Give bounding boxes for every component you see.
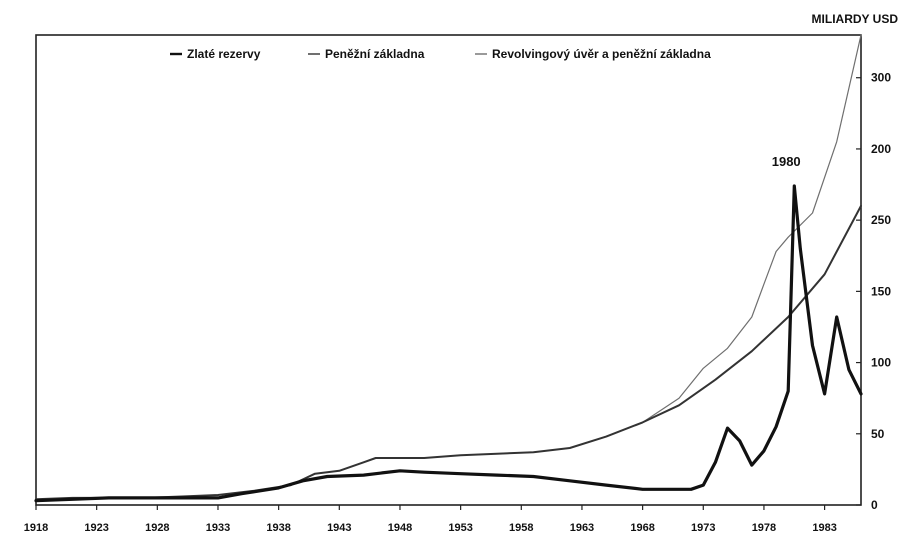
- y-tick-label: 0: [871, 498, 878, 512]
- plot-frame: [35, 34, 862, 506]
- y-tick-label: 150: [871, 284, 891, 298]
- x-tick-label: 1983: [812, 522, 836, 534]
- x-tick-label: 1938: [266, 522, 290, 534]
- x-tick-label: 1948: [388, 522, 412, 534]
- x-tick-label: 1963: [570, 522, 594, 534]
- x-tick-label: 1973: [691, 522, 715, 534]
- x-tick-label: 1978: [752, 522, 776, 534]
- x-tick-label: 1953: [448, 522, 472, 534]
- y-tick-label: 300: [871, 71, 891, 85]
- y-tick-label: 50: [871, 427, 885, 441]
- x-tick-label: 1968: [630, 522, 654, 534]
- legend-label: Peněžní základna: [325, 47, 425, 61]
- y-tick-label: 100: [871, 356, 891, 370]
- y-axis: 0 50 100 150 250 200 300: [856, 71, 891, 512]
- x-tick-label: 1928: [145, 522, 169, 534]
- series-layer: [34, 34, 863, 503]
- y-tick-label: 250: [871, 213, 891, 227]
- series-line-2: [35, 204, 862, 501]
- annotation-layer: 1980: [772, 154, 801, 169]
- x-tick-label: 1933: [206, 522, 230, 534]
- annotation-label: 1980: [772, 154, 801, 169]
- legend: Zlaté rezervy Peněžní základna Revolvingov…: [170, 47, 711, 61]
- series-line-1: [34, 184, 863, 503]
- x-tick-label: 1923: [84, 522, 108, 534]
- x-axis: 1918 1923 1928 1933 1938 1943 1948 1953 1958 1963…: [24, 505, 837, 534]
- x-tick-label: 1943: [327, 522, 351, 534]
- x-tick-label: 1958: [509, 522, 533, 534]
- y-tick-label: 200: [871, 142, 891, 156]
- x-tick-label: 1918: [24, 522, 48, 534]
- legend-label: Zlaté rezervy: [187, 47, 261, 61]
- legend-label: Revolvingový úvěr a peněžní základna: [492, 47, 711, 61]
- unit-label: MILIARDY USD: [812, 12, 899, 26]
